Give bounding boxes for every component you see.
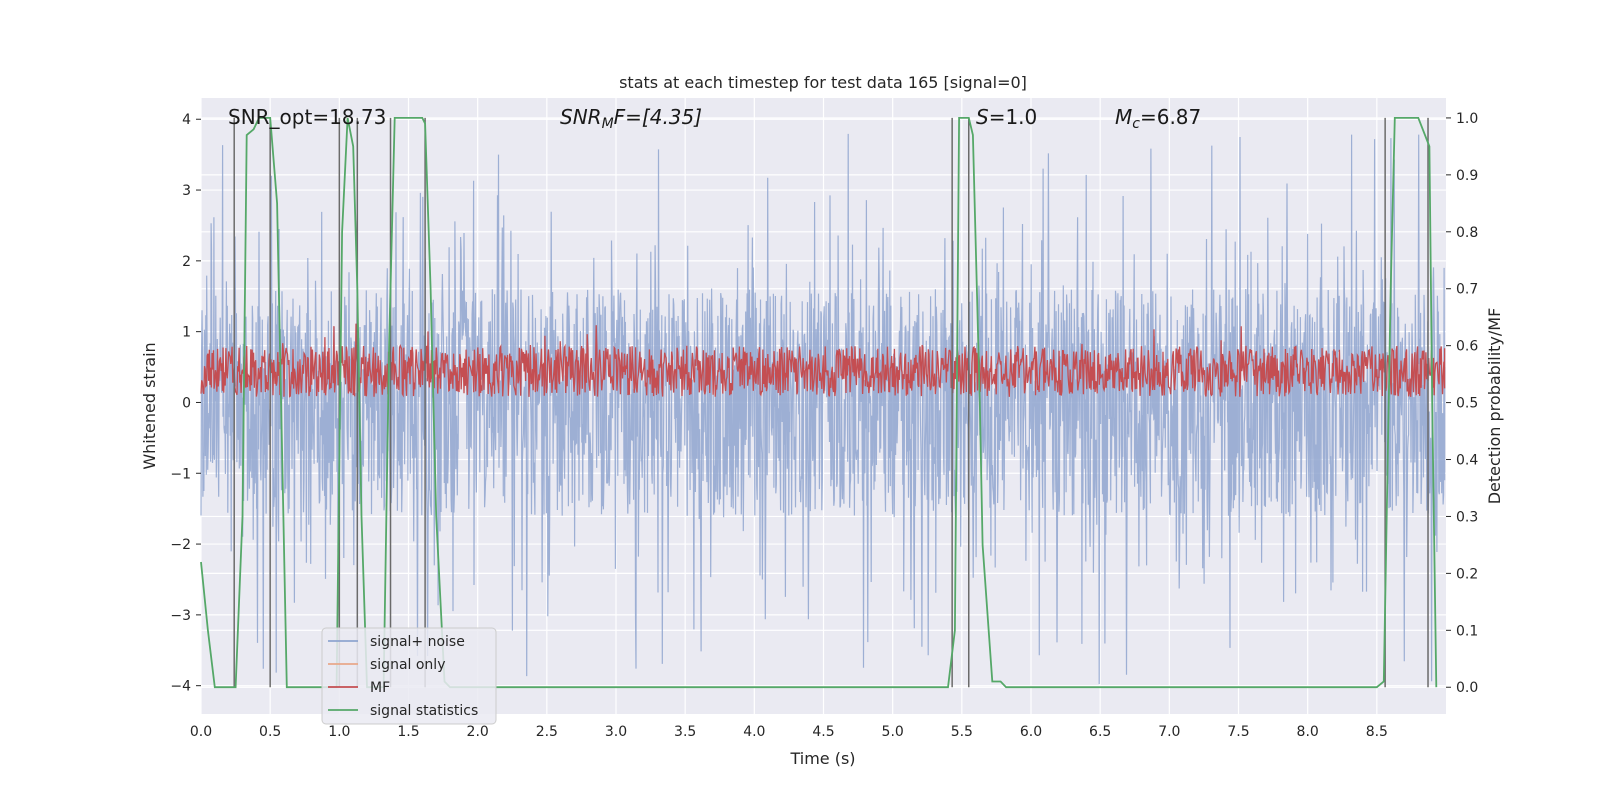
annotation-snr-opt: SNR_opt=18.73: [228, 105, 386, 129]
x-tick-label: 3.5: [674, 724, 696, 740]
series-mf: [200, 323, 1446, 398]
y2-tick-label: 0.8: [1456, 225, 1478, 241]
legend: signal+ noise signal only MF signal stat…: [321, 627, 497, 725]
x-tick-label: 2.0: [467, 724, 489, 740]
y-tick-label: −2: [170, 537, 191, 553]
x-tick-label: 4.5: [812, 724, 834, 740]
chart-title: stats at each timestep for test data 165…: [619, 73, 1027, 92]
x-tick-label: 8.5: [1366, 724, 1388, 740]
y-tick-label: 1: [182, 325, 191, 341]
y2-tick-label: 0.5: [1456, 396, 1478, 412]
annotation-mc-subscript: c: [1132, 116, 1140, 132]
x-tick-label: 6.5: [1089, 724, 1111, 740]
vertical-markers: [233, 117, 1429, 688]
annotation-snr-mf: SNRMF=[4.35]: [560, 105, 702, 132]
y2-tick-label: 0.4: [1456, 453, 1478, 469]
y2-tick-label: 0.2: [1456, 566, 1478, 582]
legend-label-signal-only: signal only: [370, 657, 445, 673]
x-tick-label: 1.5: [397, 724, 419, 740]
legend-box: [321, 627, 497, 725]
y-tick-label: −3: [170, 608, 191, 624]
y-tick-label: 0: [182, 395, 191, 411]
y2-tick-label: 0.7: [1456, 282, 1478, 298]
mf-line: [200, 323, 1446, 398]
x-tick-label: 3.0: [605, 724, 627, 740]
x-tick-label: 0.0: [190, 724, 212, 740]
annotation-mc-symbol: M: [1115, 105, 1132, 129]
plot-area: [200, 117, 1446, 689]
annotation-snr-mf-subscript: M: [602, 116, 614, 132]
x-tick-label: 4.0: [743, 724, 765, 740]
y2-tick-label: 0.6: [1456, 339, 1478, 355]
x-tick-label: 2.5: [536, 724, 558, 740]
annotation-s: S=1.0: [976, 105, 1037, 129]
x-tick-label: 5.5: [951, 724, 973, 740]
x-tick-label: 6.0: [1020, 724, 1042, 740]
y2-axis-label: Detection probability/MF: [1485, 308, 1504, 505]
y-tick-label: −4: [170, 679, 191, 695]
x-tick-label: 0.5: [259, 724, 281, 740]
y2-axis-ticks: 0.0 0.1 0.2 0.3 0.4 0.5 0.6 0.7 0.8 0.9 1.0: [1446, 111, 1478, 696]
x-tick-label: 7.5: [1227, 724, 1249, 740]
y2-tick-label: 1.0: [1456, 111, 1478, 127]
y-tick-label: 3: [182, 183, 191, 199]
annotation-mc-value: =6.87: [1140, 105, 1201, 129]
legend-label-signal-statistics: signal statistics: [370, 703, 478, 719]
y-axis-ticks: −4 −3 −2 −1 0 1 2 3 4: [170, 112, 201, 695]
y-tick-label: −1: [170, 466, 191, 482]
legend-label-mf: MF: [370, 680, 390, 696]
y2-tick-label: 0.0: [1456, 680, 1478, 696]
x-tick-label: 8.0: [1297, 724, 1319, 740]
x-tick-label: 1.0: [328, 724, 350, 740]
x-axis-ticks: 0.0 0.5 1.0 1.5 2.0 2.5 3.0 3.5 4.0 4.5 5.0 5.5 6.0 6…: [190, 724, 1388, 740]
y2-tick-label: 0.3: [1456, 509, 1478, 525]
x-tick-label: 5.0: [882, 724, 904, 740]
x-tick-label: 7.0: [1158, 724, 1180, 740]
y2-tick-label: 0.1: [1456, 623, 1478, 639]
annotation-s-symbol: S: [976, 105, 989, 129]
annotation-s-value: =1.0: [989, 105, 1038, 129]
signal-statistics-line: [200, 117, 1438, 689]
x-axis-label: Time (s): [789, 749, 855, 768]
legend-label-signal-noise: signal+ noise: [370, 634, 465, 650]
annotation-mc: Mc=6.87: [1115, 105, 1201, 132]
y2-tick-label: 0.9: [1456, 168, 1478, 184]
annotation-snr-mf-value: F=[4.35]: [614, 105, 702, 129]
annotation-snr-mf-symbol: SNR: [560, 105, 602, 129]
series-signal-statistics: [200, 117, 1438, 689]
y-axis-label: Whitened strain: [140, 342, 159, 469]
y-tick-label: 4: [182, 112, 191, 128]
y-tick-label: 2: [182, 254, 191, 270]
